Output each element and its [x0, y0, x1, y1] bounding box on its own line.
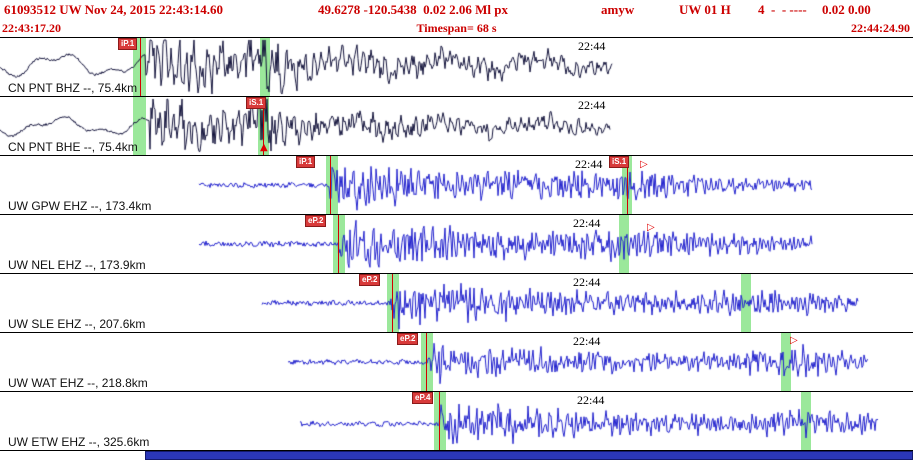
- trace-panel: eP.2 ▷ 22:44 UW NEL EHZ --, 173.9km: [0, 215, 913, 274]
- time-tick-label: 22:44: [578, 39, 606, 53]
- window-start-time: 22:43:17.20: [2, 21, 61, 35]
- trace-label: CN PNT BHZ --, 75.4km: [8, 81, 138, 95]
- pick-label[interactable]: eP.2: [305, 215, 327, 227]
- time-tick-label: 22:44: [578, 98, 606, 112]
- trace-panel: iS.1 ▲ 22:44 CN PNT BHE --, 75.4km: [0, 97, 913, 156]
- event-location-magnitude: 49.6278 -120.5438 0.02 2.06 Ml px: [318, 2, 508, 17]
- pick-label[interactable]: eP.2: [397, 333, 419, 345]
- pick-label[interactable]: iS.1: [609, 156, 630, 168]
- time-tick-label: 22:44: [573, 275, 601, 289]
- trace-label: UW SLE EHZ --, 207.6km: [8, 317, 146, 331]
- event-residuals: 0.02 0.00: [822, 2, 871, 17]
- time-tick-label: 22:44: [573, 334, 601, 348]
- trace-label: CN PNT BHE --, 75.4km: [8, 140, 138, 154]
- waveform-canvas[interactable]: [0, 392, 913, 450]
- waveform-canvas[interactable]: [0, 215, 913, 273]
- event-counts: 4 - - ----: [758, 2, 807, 17]
- event-id-datetime: 61093512 UW Nov 24, 2015 22:43:14.60: [4, 2, 223, 17]
- pick-flag-icon[interactable]: ▷: [647, 222, 655, 233]
- pick-label[interactable]: iP.1: [296, 156, 316, 168]
- time-window-header: 22:43:17.20 Timespan= 68 s 22:44:24.90: [0, 21, 913, 37]
- waveform-canvas[interactable]: [0, 38, 913, 96]
- pick-label[interactable]: eP.4: [412, 392, 434, 404]
- pick-label[interactable]: eP.2: [359, 274, 381, 286]
- trace-label: UW GPW EHZ --, 173.4km: [8, 199, 152, 213]
- trace-panel: iP.1 iS.1 ▷ 22:44 UW GPW EHZ --, 173.4km: [0, 156, 913, 215]
- time-tick-label: 22:44: [577, 393, 605, 407]
- pick-label[interactable]: iS.1: [246, 97, 267, 109]
- pick-label[interactable]: iP.1: [118, 38, 138, 50]
- pick-flag-icon[interactable]: ▷: [640, 159, 648, 170]
- waveform-canvas[interactable]: [0, 97, 913, 155]
- trace-label: UW WAT EHZ --, 218.8km: [8, 376, 148, 390]
- waveform-canvas[interactable]: [0, 333, 913, 391]
- window-end-time: 22:44:24.90: [851, 21, 910, 35]
- trace-panel: eP.2 ▷ 22:44 UW WAT EHZ --, 218.8km: [0, 333, 913, 392]
- trace-panel: eP.2 22:44 UW SLE EHZ --, 207.6km: [0, 274, 913, 333]
- pick-flag-icon[interactable]: ▲: [260, 142, 268, 153]
- trace-label: UW ETW EHZ --, 325.6km: [8, 435, 150, 449]
- horizontal-scrollbar[interactable]: [0, 451, 913, 460]
- event-header: 61093512 UW Nov 24, 2015 22:43:14.60 49.…: [0, 0, 913, 21]
- pick-flag-icon[interactable]: ▷: [790, 335, 798, 346]
- time-tick-label: 22:44: [573, 216, 601, 230]
- scrollbar-thumb[interactable]: [145, 451, 913, 460]
- trace-panel: eP.4 22:44 UW ETW EHZ --, 325.6km: [0, 392, 913, 451]
- trace-area: iP.1 22:44 CN PNT BHZ --, 75.4km iS.1 ▲ 2…: [0, 37, 913, 451]
- analyst-name: amyw: [601, 2, 635, 17]
- trace-label: UW NEL EHZ --, 173.9km: [8, 258, 146, 272]
- timespan-label: Timespan= 68 s: [416, 21, 497, 35]
- time-tick-label: 22:44: [575, 157, 603, 171]
- waveform-canvas[interactable]: [0, 274, 913, 332]
- trace-panel: iP.1 22:44 CN PNT BHZ --, 75.4km: [0, 38, 913, 97]
- pick-overlay-layer: eP.2 ▷: [0, 333, 913, 391]
- network-code: UW 01 H: [679, 2, 731, 17]
- waveform-canvas[interactable]: [0, 156, 913, 214]
